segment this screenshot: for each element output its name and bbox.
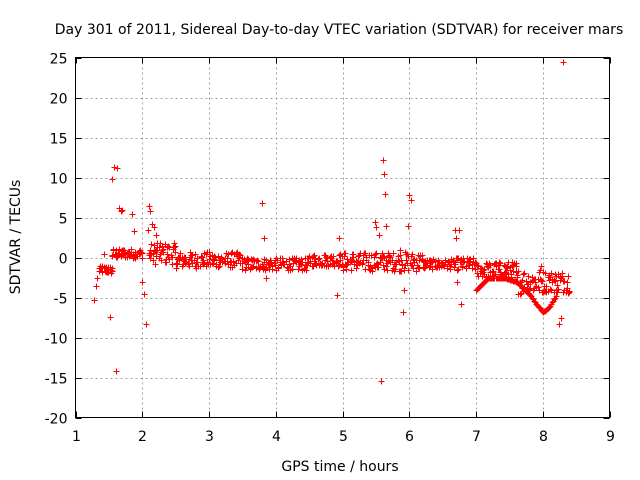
dense-band bbox=[109, 246, 146, 262]
tick-labels: 1 2 3 4 5 6 7 8 9 -20 -15 -10 -5 0 5 10 15 20 25 bbox=[45, 52, 615, 446]
data-point bbox=[373, 224, 380, 231]
data-point bbox=[109, 176, 116, 183]
dense-band bbox=[420, 256, 459, 273]
dense-band bbox=[306, 251, 346, 270]
data-point bbox=[558, 315, 565, 322]
data-point bbox=[383, 223, 390, 230]
y-tick-label: 10 bbox=[50, 172, 68, 188]
data-point bbox=[107, 314, 114, 321]
data-point bbox=[101, 251, 108, 258]
x-axis-label: GPS time / hours bbox=[281, 459, 398, 475]
data-point bbox=[262, 267, 269, 274]
dense-band bbox=[453, 255, 479, 274]
data-point bbox=[376, 232, 383, 239]
data-point bbox=[408, 197, 415, 204]
data-point bbox=[334, 292, 341, 299]
y-tick-label: -15 bbox=[45, 372, 68, 388]
y-tick-label: -20 bbox=[45, 412, 68, 428]
data-point bbox=[153, 232, 160, 239]
x-tick-label: 9 bbox=[606, 429, 615, 445]
y-tick-label: 25 bbox=[50, 52, 68, 68]
data-point bbox=[143, 321, 150, 328]
data-point bbox=[538, 263, 545, 270]
data-point bbox=[91, 297, 98, 304]
data-point bbox=[119, 207, 126, 214]
y-tick-label: 20 bbox=[50, 92, 68, 108]
data-point bbox=[406, 192, 413, 199]
data-point bbox=[456, 227, 463, 234]
data-point bbox=[458, 301, 465, 308]
data-point bbox=[400, 309, 407, 316]
data-point bbox=[129, 211, 136, 218]
x-tick-label: 6 bbox=[405, 429, 414, 445]
data-points bbox=[91, 59, 573, 385]
data-point bbox=[340, 263, 347, 270]
data-point bbox=[259, 200, 266, 207]
dense-band bbox=[173, 249, 246, 272]
y-tick-label: -5 bbox=[54, 292, 68, 308]
x-tick-label: 2 bbox=[138, 429, 147, 445]
data-point bbox=[381, 171, 388, 178]
curve-points bbox=[473, 275, 560, 316]
x-tick-label: 1 bbox=[72, 429, 81, 445]
y-tick-label: 5 bbox=[59, 212, 68, 228]
data-point bbox=[114, 165, 121, 172]
data-point bbox=[113, 368, 120, 375]
y-tick-label: -10 bbox=[45, 332, 68, 348]
grid bbox=[75, 57, 610, 418]
data-point bbox=[154, 240, 161, 247]
dense-band bbox=[540, 269, 573, 297]
data-point bbox=[560, 59, 567, 66]
y-tick-label: 0 bbox=[59, 252, 68, 268]
data-point bbox=[118, 208, 125, 215]
data-point bbox=[93, 283, 100, 290]
data-point bbox=[151, 224, 158, 231]
data-point bbox=[131, 228, 138, 235]
x-tick-label: 4 bbox=[272, 429, 281, 445]
dense-band bbox=[96, 263, 116, 277]
data-point bbox=[111, 164, 118, 171]
data-point bbox=[146, 203, 153, 210]
data-point bbox=[263, 275, 270, 282]
dense-band bbox=[340, 249, 426, 275]
dense-band bbox=[473, 259, 520, 281]
data-point bbox=[403, 251, 410, 258]
data-point bbox=[401, 287, 408, 294]
y-axis-label: SDTVAR / TECUs bbox=[8, 180, 24, 295]
x-tick-label: 8 bbox=[539, 429, 548, 445]
data-point bbox=[380, 157, 387, 164]
data-point bbox=[453, 235, 460, 242]
chart-title: Day 301 of 2011, Sidereal Day-to-day VTE… bbox=[55, 22, 623, 38]
data-point bbox=[378, 378, 385, 385]
x-tick-label: 5 bbox=[339, 429, 348, 445]
data-point bbox=[397, 247, 404, 254]
data-point bbox=[556, 321, 563, 328]
dense-band bbox=[146, 240, 179, 268]
plot-frame bbox=[75, 57, 610, 418]
data-point bbox=[454, 279, 461, 286]
x-tick-label: 3 bbox=[205, 429, 214, 445]
data-point bbox=[139, 279, 146, 286]
x-tick-label: 7 bbox=[472, 429, 481, 445]
data-point bbox=[141, 291, 148, 298]
data-point bbox=[261, 235, 268, 242]
axis-ticks bbox=[75, 57, 611, 419]
data-point bbox=[147, 208, 154, 215]
data-point bbox=[372, 219, 379, 226]
data-point bbox=[145, 227, 152, 234]
data-point bbox=[382, 191, 389, 198]
data-point bbox=[336, 235, 343, 242]
y-tick-label: 15 bbox=[50, 132, 68, 148]
data-point bbox=[405, 223, 412, 230]
data-point bbox=[94, 275, 101, 282]
